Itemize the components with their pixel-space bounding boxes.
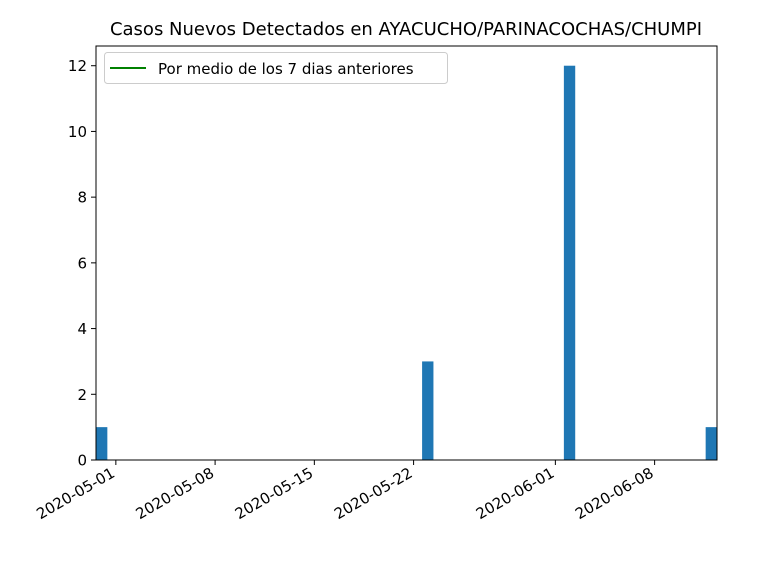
- plot-background: [96, 46, 717, 460]
- y-tick-label: 12: [68, 57, 87, 75]
- y-tick-label: 8: [77, 189, 87, 207]
- y-tick-label: 2: [77, 386, 87, 404]
- axes-border: [95, 45, 718, 461]
- y-tick-label: 6: [77, 254, 87, 272]
- y-axis: 0 2 4 6 8 10 12: [68, 57, 96, 470]
- legend: Por medio de los 7 dias anteriores: [104, 52, 448, 84]
- bar: [422, 361, 434, 460]
- bars-group: [96, 65, 717, 460]
- legend-box: [104, 52, 448, 84]
- y-tick-label: 0: [77, 452, 87, 470]
- bar: [563, 65, 576, 460]
- bar: [705, 427, 717, 460]
- chart-title: Casos Nuevos Detectados en AYACUCHO/PARI…: [110, 19, 702, 40]
- y-tick-label: 4: [77, 320, 87, 338]
- y-tick-label: 10: [68, 123, 87, 141]
- bar: [96, 427, 108, 460]
- legend-label: Por medio de los 7 dias anteriores: [158, 60, 414, 78]
- axes-frame: [95, 45, 718, 461]
- plot-area: [96, 46, 717, 460]
